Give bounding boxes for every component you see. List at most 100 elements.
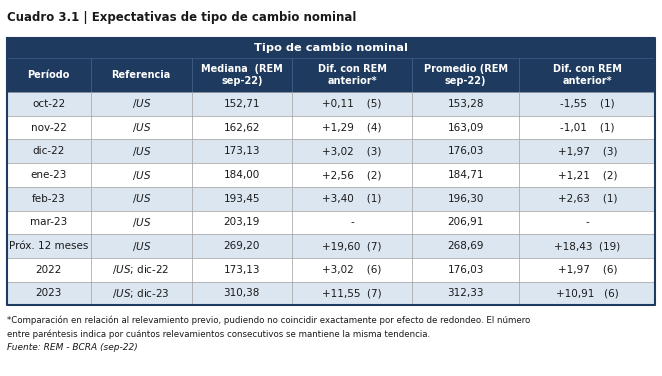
- Text: nov-22: nov-22: [31, 123, 67, 133]
- Text: +1,97    (6): +1,97 (6): [557, 265, 617, 275]
- Text: *Comparación en relación al relevamiento previo, pudiendo no coincidir exactamen: *Comparación en relación al relevamiento…: [7, 316, 530, 325]
- Text: Próx. 12 meses: Próx. 12 meses: [9, 241, 89, 251]
- Bar: [412, 234, 519, 258]
- Bar: [412, 163, 519, 187]
- Text: feb-23: feb-23: [32, 194, 66, 204]
- Text: Mediana  (REM
sep-22): Mediana (REM sep-22): [201, 64, 283, 86]
- Bar: [412, 58, 519, 92]
- Bar: [292, 92, 412, 116]
- Text: $/US$: $/US$: [132, 145, 151, 158]
- Text: 206,91: 206,91: [448, 217, 484, 227]
- Text: Promedio (REM
sep-22): Promedio (REM sep-22): [424, 64, 508, 86]
- Text: 173,13: 173,13: [224, 146, 260, 156]
- Text: 269,20: 269,20: [224, 241, 260, 251]
- Text: dic-22: dic-22: [32, 146, 65, 156]
- Bar: [7, 116, 91, 139]
- Bar: [292, 211, 412, 234]
- Text: $/US$: $/US$: [132, 97, 151, 111]
- Bar: [191, 187, 292, 211]
- Text: +0,11    (5): +0,11 (5): [322, 99, 382, 109]
- Text: Período: Período: [28, 70, 70, 80]
- Text: 163,09: 163,09: [448, 123, 484, 133]
- Bar: [191, 116, 292, 139]
- Bar: [7, 38, 655, 58]
- Text: 312,33: 312,33: [448, 288, 484, 299]
- Text: 162,62: 162,62: [224, 123, 260, 133]
- Bar: [191, 163, 292, 187]
- Text: 184,00: 184,00: [224, 170, 260, 180]
- Bar: [412, 92, 519, 116]
- Bar: [91, 282, 191, 305]
- Bar: [191, 58, 292, 92]
- Bar: [191, 258, 292, 282]
- Text: Referencia: Referencia: [112, 70, 171, 80]
- Bar: [7, 282, 91, 305]
- Bar: [91, 258, 191, 282]
- Bar: [191, 139, 292, 163]
- Bar: [7, 92, 91, 116]
- Text: -: -: [350, 217, 354, 227]
- Bar: [292, 187, 412, 211]
- Text: $/US$: $/US$: [132, 192, 151, 205]
- Bar: [519, 58, 655, 92]
- Text: +1,21    (2): +1,21 (2): [557, 170, 617, 180]
- Text: 176,03: 176,03: [448, 265, 484, 275]
- Bar: [519, 258, 655, 282]
- Bar: [91, 234, 191, 258]
- Bar: [7, 258, 91, 282]
- Bar: [292, 258, 412, 282]
- Bar: [519, 92, 655, 116]
- Text: Dif. con REM
anterior*: Dif. con REM anterior*: [318, 64, 387, 86]
- Bar: [412, 258, 519, 282]
- Bar: [91, 163, 191, 187]
- Text: -1,55    (1): -1,55 (1): [560, 99, 614, 109]
- Text: +18,43  (19): +18,43 (19): [554, 241, 620, 251]
- Text: 203,19: 203,19: [224, 217, 260, 227]
- Text: oct-22: oct-22: [32, 99, 66, 109]
- Bar: [292, 282, 412, 305]
- Bar: [91, 92, 191, 116]
- Text: $/US$; dic-23: $/US$; dic-23: [113, 287, 170, 300]
- Text: $/US$: $/US$: [132, 168, 151, 182]
- Bar: [7, 139, 91, 163]
- Text: $/US$: $/US$: [132, 240, 151, 253]
- Text: mar-23: mar-23: [30, 217, 68, 227]
- Text: Fuente: REM - BCRA (sep-22): Fuente: REM - BCRA (sep-22): [7, 343, 138, 352]
- Text: +19,60  (7): +19,60 (7): [322, 241, 382, 251]
- Bar: [7, 163, 91, 187]
- Bar: [292, 234, 412, 258]
- Bar: [519, 282, 655, 305]
- Bar: [7, 187, 91, 211]
- Text: Tipo de cambio nominal: Tipo de cambio nominal: [254, 43, 408, 53]
- Text: 2022: 2022: [36, 265, 62, 275]
- Text: 176,03: 176,03: [448, 146, 484, 156]
- Bar: [7, 211, 91, 234]
- Bar: [519, 187, 655, 211]
- Bar: [412, 282, 519, 305]
- Text: 310,38: 310,38: [224, 288, 260, 299]
- Bar: [519, 211, 655, 234]
- Text: 152,71: 152,71: [224, 99, 260, 109]
- Text: +1,29    (4): +1,29 (4): [322, 123, 382, 133]
- Bar: [191, 92, 292, 116]
- Text: 196,30: 196,30: [448, 194, 484, 204]
- Text: -1,01    (1): -1,01 (1): [560, 123, 614, 133]
- Bar: [292, 58, 412, 92]
- Text: entre paréntesis indica por cuántos relevamientos consecutivos se mantiene la mi: entre paréntesis indica por cuántos rele…: [7, 329, 430, 339]
- Text: Cuadro 3.1 | Expectativas de tipo de cambio nominal: Cuadro 3.1 | Expectativas de tipo de cam…: [7, 11, 356, 24]
- Bar: [91, 187, 191, 211]
- Text: 193,45: 193,45: [224, 194, 260, 204]
- Text: 153,28: 153,28: [448, 99, 484, 109]
- Bar: [412, 187, 519, 211]
- Text: 184,71: 184,71: [448, 170, 484, 180]
- Text: +1,97    (3): +1,97 (3): [557, 146, 617, 156]
- Text: ene-23: ene-23: [30, 170, 67, 180]
- Text: +3,02    (3): +3,02 (3): [322, 146, 382, 156]
- Text: +11,55  (7): +11,55 (7): [322, 288, 382, 299]
- Text: -: -: [585, 217, 589, 227]
- Bar: [191, 234, 292, 258]
- Text: $/US$: $/US$: [132, 121, 151, 134]
- Bar: [292, 116, 412, 139]
- Bar: [7, 58, 91, 92]
- Text: 2023: 2023: [36, 288, 62, 299]
